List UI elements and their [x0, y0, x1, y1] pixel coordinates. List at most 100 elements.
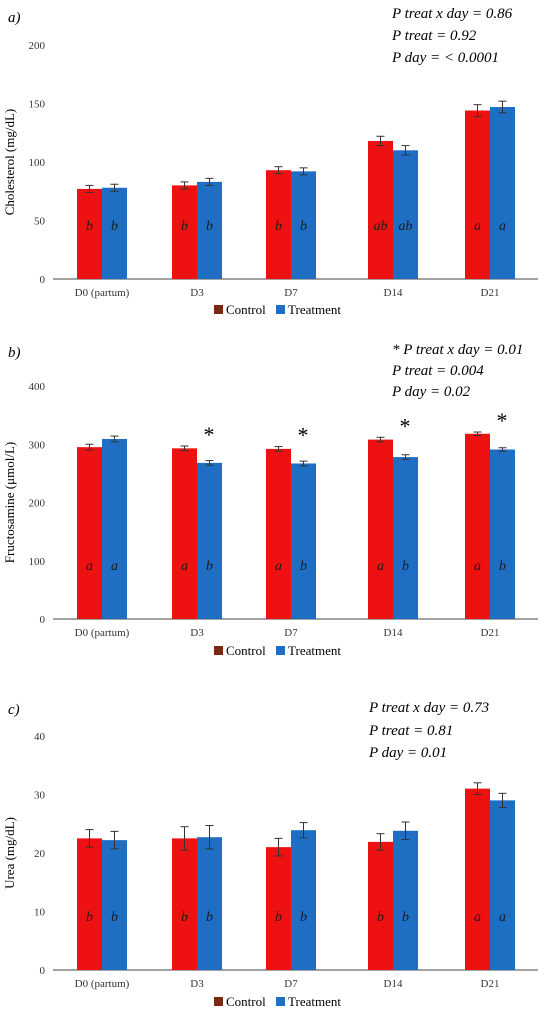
x-tick-label: D3 — [190, 978, 204, 990]
bar-control — [368, 439, 393, 619]
legend-swatch-control — [214, 646, 223, 655]
x-tick-label: D3 — [190, 287, 204, 299]
x-tick-label: D0 (partum) — [75, 978, 130, 990]
bar-control — [172, 448, 197, 619]
y-tick-label: 300 — [29, 439, 46, 451]
bar-control — [465, 110, 490, 280]
bar-control — [465, 788, 490, 970]
legend-label-control: Control — [226, 994, 266, 1009]
chart-panel-2: b) * P treat x day = 0.01 P treat = 0.004 P… — [2, 342, 538, 658]
y-tick-label: 30 — [34, 790, 46, 802]
y-tick-label: 400 — [29, 381, 46, 393]
stats-line: P treat x day = 0.86 — [391, 6, 513, 22]
significance-letter: b — [206, 219, 213, 234]
y-tick-label: 0 — [40, 274, 46, 286]
significance-letter: b — [402, 910, 409, 925]
legend-label-treatment: Treatment — [288, 994, 341, 1009]
significance-letter: b — [300, 559, 307, 574]
legend-swatch-treatment — [276, 646, 285, 655]
bar-treatment — [197, 837, 222, 970]
significance-star: * — [400, 413, 411, 438]
stats-line: P day = < 0.0001 — [391, 50, 499, 66]
significance-letter: b — [206, 559, 213, 574]
significance-letter: b — [111, 219, 118, 234]
bar-control — [172, 838, 197, 970]
bar-control — [368, 841, 393, 970]
y-axis-label: Cholesterol (mg/dL) — [2, 109, 17, 216]
bar-treatment — [291, 830, 316, 970]
x-tick-label: D7 — [284, 287, 298, 299]
significance-letter: ab — [374, 219, 388, 234]
significance-letter: b — [300, 910, 307, 925]
bar-control — [465, 433, 490, 619]
y-tick-label: 0 — [40, 614, 46, 626]
significance-letter: b — [275, 219, 282, 234]
significance-star: * — [497, 408, 508, 433]
panel-label: a) — [8, 10, 21, 26]
bar-control — [77, 838, 102, 970]
y-tick-label: 50 — [34, 216, 46, 228]
bar-control — [77, 188, 102, 279]
y-tick-label: 150 — [29, 99, 46, 111]
legend-swatch-treatment — [276, 997, 285, 1006]
chart-panel-3: c) P treat x day = 0.73 P treat = 0.81 P da… — [2, 700, 538, 1009]
y-tick-label: 40 — [34, 731, 46, 743]
stats-line: P treat = 0.004 — [391, 363, 484, 379]
bar-treatment — [393, 457, 418, 619]
bar-control — [77, 447, 102, 619]
bar-treatment — [102, 439, 127, 619]
significance-star: * — [204, 422, 215, 447]
significance-letter: b — [86, 219, 93, 234]
bar-treatment — [197, 181, 222, 279]
significance-letter: a — [474, 910, 481, 925]
legend-swatch-control — [214, 997, 223, 1006]
legend-swatch-treatment — [276, 305, 285, 314]
significance-star: * — [298, 423, 309, 448]
significance-letter: a — [86, 559, 93, 574]
y-tick-label: 10 — [34, 907, 46, 919]
legend-label-control: Control — [226, 302, 266, 317]
x-tick-label: D7 — [284, 627, 298, 639]
significance-letter: a — [499, 910, 506, 925]
bar-control — [266, 847, 291, 970]
bar-treatment — [490, 800, 515, 970]
legend: Control Treatment — [214, 994, 341, 1009]
stats-line: P day = 0.01 — [368, 745, 447, 761]
bar-treatment — [291, 171, 316, 279]
x-tick-label: D21 — [481, 978, 500, 990]
y-tick-label: 200 — [29, 40, 46, 52]
bar-control — [368, 140, 393, 279]
y-axis-label: Fructosamine (μmol/L) — [2, 442, 17, 563]
x-tick-label: D3 — [190, 627, 204, 639]
stats-line: P treat = 0.81 — [368, 723, 453, 739]
y-tick-label: 100 — [29, 157, 46, 169]
bar-control — [266, 170, 291, 279]
bar-control — [266, 448, 291, 619]
significance-letter: a — [474, 559, 481, 574]
x-tick-label: D0 (partum) — [75, 627, 130, 639]
stats-line: P treat x day = 0.73 — [368, 700, 489, 716]
significance-letter: a — [499, 219, 506, 234]
bar-treatment — [291, 463, 316, 619]
x-tick-label: D14 — [384, 978, 403, 990]
significance-letter: b — [499, 559, 506, 574]
y-axis-label: Urea (mg/dL) — [2, 817, 17, 889]
stats-line: * P treat x day = 0.01 — [392, 342, 523, 358]
legend-label-control: Control — [226, 643, 266, 658]
significance-letter: b — [86, 910, 93, 925]
panel-label: b) — [8, 345, 21, 361]
bar-treatment — [393, 830, 418, 970]
x-tick-label: D7 — [284, 978, 298, 990]
significance-letter: b — [181, 910, 188, 925]
significance-letter: a — [181, 559, 188, 574]
significance-letter: b — [377, 910, 384, 925]
bar-treatment — [102, 187, 127, 279]
bar-treatment — [490, 107, 515, 279]
bar-treatment — [490, 449, 515, 619]
stats-line: P day = 0.02 — [391, 384, 471, 400]
significance-letter: b — [402, 559, 409, 574]
significance-letter: a — [275, 559, 282, 574]
significance-letter: b — [275, 910, 282, 925]
x-tick-label: D14 — [384, 287, 403, 299]
